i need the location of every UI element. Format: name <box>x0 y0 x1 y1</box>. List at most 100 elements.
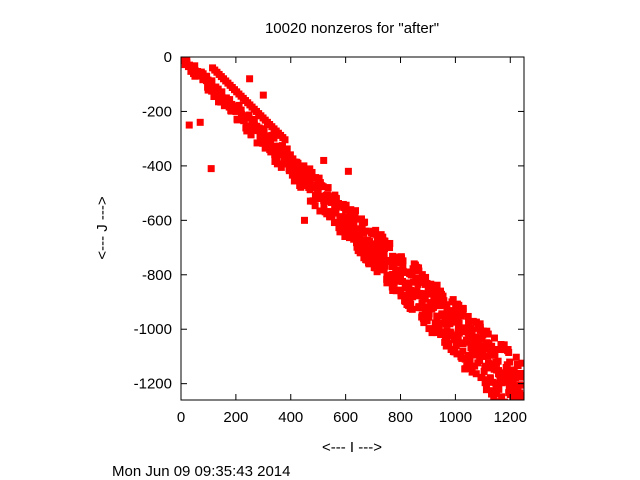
nonzero-point <box>493 366 501 374</box>
y-tick-label: -600 <box>142 212 172 229</box>
nonzero-point <box>435 325 443 333</box>
nonzero-marker <box>376 245 384 253</box>
nonzero-marker <box>501 400 508 407</box>
nonzero-marker <box>243 122 251 130</box>
nonzero-point <box>300 216 308 224</box>
nonzero-marker <box>381 245 389 253</box>
nonzero-point <box>306 181 314 189</box>
nonzero-point <box>438 312 446 320</box>
nonzero-marker <box>243 127 251 135</box>
nonzero-marker <box>293 165 301 173</box>
nonzero-point <box>226 102 234 110</box>
nonzero-marker <box>226 96 234 104</box>
nonzero-marker <box>461 355 469 363</box>
nonzero-marker <box>344 214 352 222</box>
nonzero-marker <box>386 239 394 247</box>
nonzero-marker <box>423 279 431 287</box>
nonzero-marker <box>436 319 444 327</box>
nonzero-marker <box>285 167 293 175</box>
nonzero-marker <box>388 283 396 291</box>
nonzero-marker <box>478 335 486 343</box>
nonzero-marker <box>502 369 510 377</box>
nonzero-marker <box>247 131 255 139</box>
y-tick-label: -400 <box>142 158 172 175</box>
nonzero-marker <box>281 136 289 144</box>
nonzero-marker <box>506 358 514 366</box>
nonzero-marker <box>328 212 336 220</box>
nonzero-marker <box>415 267 423 275</box>
nonzero-marker <box>306 186 314 194</box>
nonzero-point <box>355 230 363 238</box>
plot-area <box>181 57 524 408</box>
nonzero-marker <box>308 168 316 176</box>
nonzero-point <box>339 214 347 222</box>
x-tick-label: 600 <box>333 409 358 426</box>
nonzero-marker <box>498 379 506 387</box>
nonzero-marker <box>472 370 480 378</box>
nonzero-marker <box>270 134 278 142</box>
nonzero-marker <box>488 387 496 395</box>
nonzero-marker <box>427 280 435 288</box>
nonzero-marker <box>409 293 417 301</box>
nonzero-marker <box>342 201 350 209</box>
nonzero-marker <box>466 359 474 367</box>
nonzero-point <box>290 165 298 173</box>
nonzero-marker <box>244 113 252 121</box>
nonzero-marker <box>273 160 281 168</box>
nonzero-point <box>246 75 254 83</box>
nonzero-point <box>462 336 470 344</box>
nonzero-point <box>248 124 256 132</box>
nonzero-marker <box>437 287 445 295</box>
nonzero-marker <box>439 292 447 300</box>
nonzero-marker <box>510 401 517 408</box>
nonzero-marker <box>373 268 381 276</box>
nonzero-marker <box>314 183 322 191</box>
nonzero-marker <box>425 310 433 318</box>
nonzero-points <box>181 57 524 400</box>
nonzero-marker <box>505 348 513 356</box>
nonzero-marker <box>414 280 422 288</box>
nonzero-marker <box>425 325 433 333</box>
nonzero-point <box>298 173 306 181</box>
nonzero-marker <box>500 341 508 349</box>
nonzero-marker <box>373 253 381 261</box>
nonzero-point <box>369 227 377 235</box>
nonzero-marker <box>204 76 212 84</box>
x-axis: 0 200 400 600 800 1000 1200 <box>177 57 527 426</box>
nonzero-marker <box>455 301 463 309</box>
nonzero-marker <box>468 368 476 376</box>
x-tick-label: 400 <box>278 409 303 426</box>
y-tick-label: -200 <box>142 103 172 120</box>
nonzero-marker <box>465 318 473 326</box>
nonzero-marker <box>418 299 426 307</box>
nonzero-marker <box>439 301 447 309</box>
nonzero-marker <box>278 142 286 150</box>
nonzero-marker <box>459 308 467 316</box>
nonzero-marker <box>484 330 492 338</box>
nonzero-marker <box>235 101 243 109</box>
x-tick-label: 200 <box>223 409 248 426</box>
nonzero-marker <box>300 162 308 170</box>
nonzero-marker <box>233 116 241 124</box>
nonzero-marker <box>455 319 463 327</box>
nonzero-marker <box>353 215 361 223</box>
nonzero-marker <box>342 206 350 214</box>
nonzero-point <box>397 271 405 279</box>
nonzero-marker <box>433 281 441 289</box>
nonzero-point <box>347 222 355 230</box>
nonzero-marker <box>293 169 301 177</box>
nonzero-marker <box>320 203 328 211</box>
nonzero-marker <box>472 318 480 326</box>
nonzero-marker <box>397 292 405 300</box>
nonzero-marker <box>260 125 268 133</box>
nonzero-point <box>207 165 215 173</box>
nonzero-marker <box>407 286 415 294</box>
nonzero-point <box>199 75 207 83</box>
nonzero-marker <box>315 174 323 182</box>
nonzero-marker <box>479 348 487 356</box>
x-tick-label: 1200 <box>494 409 527 426</box>
nonzero-marker <box>469 338 477 346</box>
nonzero-marker <box>514 362 522 370</box>
nonzero-marker <box>491 351 499 359</box>
nonzero-marker <box>323 191 331 199</box>
